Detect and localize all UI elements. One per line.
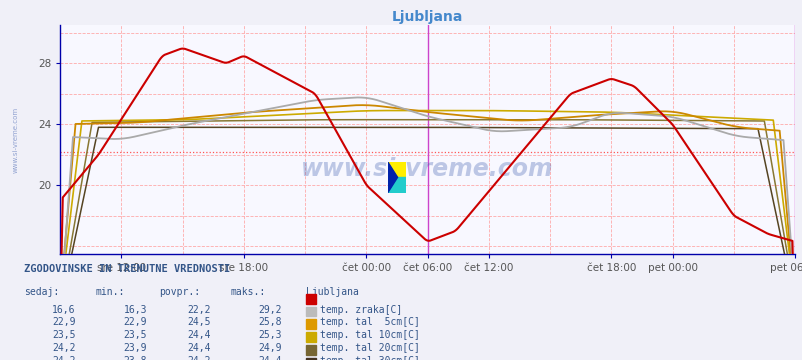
FancyBboxPatch shape	[306, 319, 316, 329]
FancyBboxPatch shape	[306, 306, 316, 316]
Text: 24,5: 24,5	[187, 318, 210, 328]
Text: temp. tal 20cm[C]: temp. tal 20cm[C]	[320, 343, 419, 353]
Text: temp. tal  5cm[C]: temp. tal 5cm[C]	[320, 318, 419, 328]
Text: povpr.:: povpr.:	[159, 287, 200, 297]
Text: temp. zraka[C]: temp. zraka[C]	[320, 305, 402, 315]
Text: min.:: min.:	[95, 287, 124, 297]
Text: 24,2: 24,2	[52, 356, 75, 360]
Text: 24,4: 24,4	[187, 343, 210, 353]
Text: 23,5: 23,5	[52, 330, 75, 340]
Bar	[387, 162, 405, 177]
Text: 24,2: 24,2	[52, 343, 75, 353]
Text: sedaj:: sedaj:	[24, 287, 59, 297]
FancyBboxPatch shape	[306, 294, 316, 303]
Text: temp. tal 10cm[C]: temp. tal 10cm[C]	[320, 330, 419, 340]
Text: 22,9: 22,9	[124, 318, 147, 328]
Text: 24,4: 24,4	[187, 330, 210, 340]
Text: 24,4: 24,4	[258, 356, 282, 360]
Text: 22,2: 22,2	[187, 305, 210, 315]
Text: 23,9: 23,9	[124, 343, 147, 353]
Polygon shape	[387, 162, 397, 193]
Text: Ljubljana: Ljubljana	[306, 287, 358, 297]
Text: 24,2: 24,2	[187, 356, 210, 360]
Text: 25,3: 25,3	[258, 330, 282, 340]
Text: temp. tal 30cm[C]: temp. tal 30cm[C]	[320, 356, 419, 360]
Text: ZGODOVINSKE IN TRENUTNE VREDNOSTI: ZGODOVINSKE IN TRENUTNE VREDNOSTI	[24, 264, 230, 274]
Bar	[387, 177, 405, 193]
Text: 29,2: 29,2	[258, 305, 282, 315]
Text: www.si-vreme.com: www.si-vreme.com	[13, 107, 19, 172]
Text: 22,9: 22,9	[52, 318, 75, 328]
Text: 16,6: 16,6	[52, 305, 75, 315]
Text: 23,5: 23,5	[124, 330, 147, 340]
Title: Ljubljana: Ljubljana	[391, 10, 463, 24]
Text: 25,8: 25,8	[258, 318, 282, 328]
Text: 24,9: 24,9	[258, 343, 282, 353]
FancyBboxPatch shape	[306, 345, 316, 355]
FancyBboxPatch shape	[306, 332, 316, 342]
Text: 23,8: 23,8	[124, 356, 147, 360]
Text: 16,3: 16,3	[124, 305, 147, 315]
Text: www.si-vreme.com: www.si-vreme.com	[301, 157, 553, 181]
FancyBboxPatch shape	[306, 358, 316, 360]
Text: maks.:: maks.:	[230, 287, 265, 297]
